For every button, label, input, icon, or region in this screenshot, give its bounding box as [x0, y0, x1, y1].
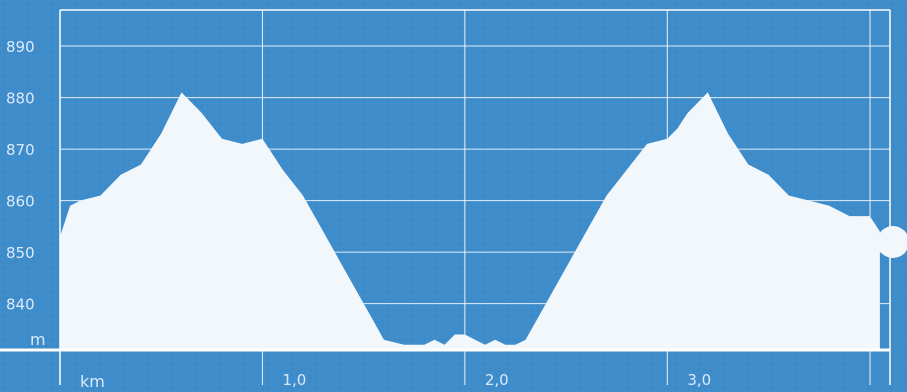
x-axis-unit: km: [80, 372, 105, 391]
x-tick-3: 3,0: [687, 371, 711, 389]
y-tick-860: 860: [6, 193, 35, 211]
y-tick-840: 840: [6, 296, 35, 314]
y-tick-880: 880: [6, 90, 35, 108]
y-tick-850: 850: [6, 244, 35, 262]
x-tick-1: 1,0: [282, 371, 306, 389]
y-tick-labels: 890 880 870 860 850 840: [6, 38, 35, 314]
elevation-area: [60, 92, 880, 351]
y-axis-unit: m: [30, 330, 46, 349]
x-tick-labels: 1,0 2,0 3,0: [282, 371, 711, 389]
y-tick-890: 890: [6, 38, 35, 56]
chart-axes: [0, 10, 890, 385]
profile-end-marker: [877, 226, 907, 258]
y-tick-870: 870: [6, 141, 35, 159]
x-tick-2: 2,0: [485, 371, 509, 389]
